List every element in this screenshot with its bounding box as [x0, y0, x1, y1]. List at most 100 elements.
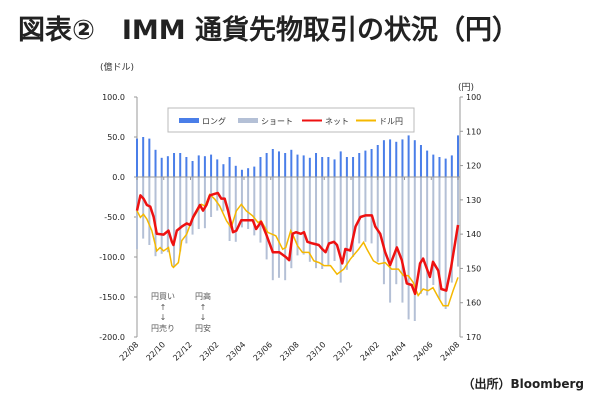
short-bar: [142, 177, 145, 239]
long-bar: [333, 159, 336, 177]
x-tick-label: 22/10: [144, 340, 167, 363]
long-bar: [407, 135, 410, 177]
long-bar: [376, 145, 379, 177]
long-bar: [166, 156, 169, 177]
long-bar: [419, 145, 422, 177]
annotation-bottom: 円安: [195, 323, 211, 333]
short-bar: [185, 177, 188, 244]
x-tick-label: 23/04: [225, 340, 248, 363]
x-tick-label: 23/10: [305, 340, 328, 363]
net-line: [135, 191, 460, 296]
short-bar: [197, 177, 200, 229]
short-bar: [432, 177, 435, 285]
short-bar: [240, 177, 243, 228]
short-bar: [370, 177, 373, 244]
long-bar: [426, 150, 429, 177]
long-bar: [339, 151, 342, 177]
short-bar: [154, 177, 157, 257]
short-bar: [364, 177, 367, 242]
long-bar: [197, 155, 200, 177]
long-bar: [438, 157, 441, 177]
long-bar: [185, 157, 188, 177]
right-axis-unit: (円): [458, 83, 475, 93]
legend-label: ショート: [261, 117, 293, 126]
short-bar: [358, 177, 361, 244]
short-bar: [259, 177, 262, 243]
short-bar: [419, 177, 422, 294]
left-tick-label: 0.0: [112, 173, 125, 182]
short-bar: [352, 177, 355, 257]
long-bar: [364, 150, 367, 177]
short-bar: [173, 177, 176, 267]
long-bar: [228, 157, 231, 177]
left-tick-label: -200.0: [99, 333, 125, 342]
short-bar: [284, 177, 287, 281]
right-tick-label: 170: [466, 333, 481, 342]
short-bar: [136, 177, 138, 249]
legend-label: ネット: [325, 117, 349, 126]
long-bar: [370, 149, 373, 177]
short-bar: [345, 177, 348, 270]
long-bar: [358, 153, 361, 177]
long-bar: [352, 157, 355, 177]
left-axis-unit: (億ドル): [100, 63, 135, 73]
x-tick-label: 23/02: [198, 340, 221, 363]
legend-label: ロング: [202, 116, 226, 126]
long-bar: [216, 159, 219, 177]
legend-swatch-1: [238, 118, 258, 123]
legend-swatch-0: [179, 118, 199, 123]
annotation-down-arrow: ↓: [160, 313, 167, 322]
short-bar: [203, 177, 206, 229]
long-bar: [413, 140, 416, 177]
right-tick-label: 130: [466, 196, 481, 205]
left-tick-label: -100.0: [99, 253, 125, 262]
right-tick-label: 160: [466, 299, 481, 308]
x-tick-label: 23/08: [278, 340, 301, 363]
long-bar: [389, 139, 392, 177]
short-bar: [265, 177, 268, 260]
x-tick-label: 24/02: [358, 340, 381, 363]
long-bar: [136, 138, 138, 177]
short-bar: [327, 177, 330, 265]
short-bar: [253, 177, 256, 236]
long-bar: [382, 140, 385, 177]
long-bar: [321, 157, 324, 177]
short-bar: [234, 177, 237, 242]
short-bar: [407, 177, 410, 320]
long-bar: [222, 164, 225, 177]
short-bar: [401, 177, 404, 303]
annotation-down-arrow: ↓: [200, 313, 207, 322]
long-bar: [179, 153, 182, 177]
short-bar: [271, 177, 274, 281]
short-bar: [290, 177, 293, 269]
legend-label: ドル円: [379, 117, 403, 126]
long-bar: [173, 153, 176, 177]
long-bar: [142, 137, 145, 177]
x-tick-label: 24/06: [412, 340, 435, 363]
short-bar: [308, 177, 311, 262]
short-bar: [438, 177, 441, 300]
right-tick-label: 120: [466, 162, 481, 171]
long-bar: [345, 157, 348, 177]
right-tick-label: 100: [466, 93, 481, 102]
left-tick-label: 50.0: [107, 133, 125, 142]
long-bar: [277, 151, 280, 177]
long-bar: [271, 149, 274, 177]
long-bar: [395, 141, 398, 177]
short-bar: [296, 177, 299, 256]
short-bar: [339, 177, 342, 283]
short-bar: [426, 177, 429, 296]
long-bar: [327, 157, 330, 177]
short-bar: [376, 177, 379, 262]
long-bar: [247, 168, 250, 177]
long-bar: [259, 157, 262, 177]
long-bar: [191, 161, 194, 177]
short-bar: [444, 177, 447, 309]
short-bar: [333, 177, 336, 261]
x-tick-label: 22/12: [171, 340, 194, 363]
long-bar: [210, 154, 213, 177]
short-bar: [191, 177, 194, 235]
right-tick-label: 140: [466, 230, 481, 239]
long-bar: [265, 153, 268, 177]
